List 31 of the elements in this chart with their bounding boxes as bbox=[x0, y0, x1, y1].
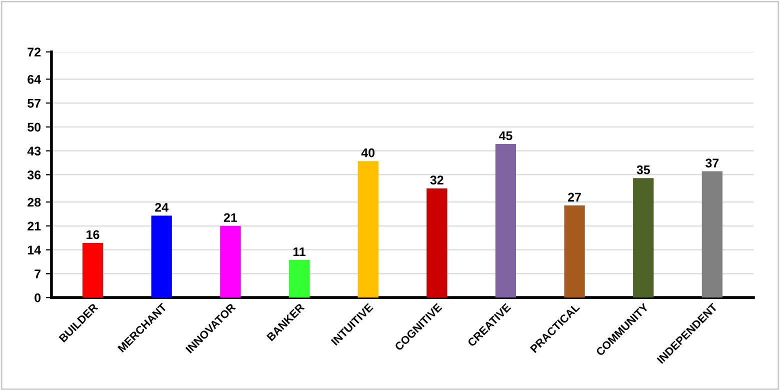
bar bbox=[495, 144, 516, 298]
data-label: 21 bbox=[224, 213, 238, 222]
data-label: 27 bbox=[568, 192, 581, 202]
bar bbox=[82, 242, 104, 298]
data-label: 24 bbox=[155, 202, 168, 212]
bar bbox=[633, 178, 654, 298]
y-tick-label: 0 bbox=[34, 293, 41, 302]
bar bbox=[702, 171, 723, 298]
y-tick-label: 43 bbox=[27, 146, 41, 156]
y-tick-label: 28 bbox=[28, 198, 41, 207]
bar bbox=[358, 161, 378, 298]
y-tick-label: 72 bbox=[28, 48, 41, 56]
y-tick-label: 21 bbox=[28, 222, 41, 230]
data-label: 45 bbox=[498, 131, 512, 140]
data-label: 35 bbox=[636, 165, 650, 174]
bar bbox=[564, 205, 585, 298]
bar bbox=[288, 260, 310, 298]
y-tick-label: 50 bbox=[28, 122, 41, 132]
y-tick-label: 36 bbox=[27, 170, 41, 180]
y-tick-label: 64 bbox=[28, 74, 41, 84]
y-tick-label: 57 bbox=[28, 98, 41, 108]
data-label: 40 bbox=[361, 148, 375, 158]
bar bbox=[151, 216, 172, 298]
bar bbox=[220, 226, 241, 298]
y-tick-label: 14 bbox=[28, 246, 41, 254]
data-label: 11 bbox=[293, 247, 306, 256]
data-label: 37 bbox=[706, 158, 719, 168]
data-label: 32 bbox=[430, 176, 444, 185]
data-label: 16 bbox=[86, 230, 100, 240]
bar bbox=[426, 188, 448, 298]
y-tick-label: 7 bbox=[34, 270, 41, 278]
